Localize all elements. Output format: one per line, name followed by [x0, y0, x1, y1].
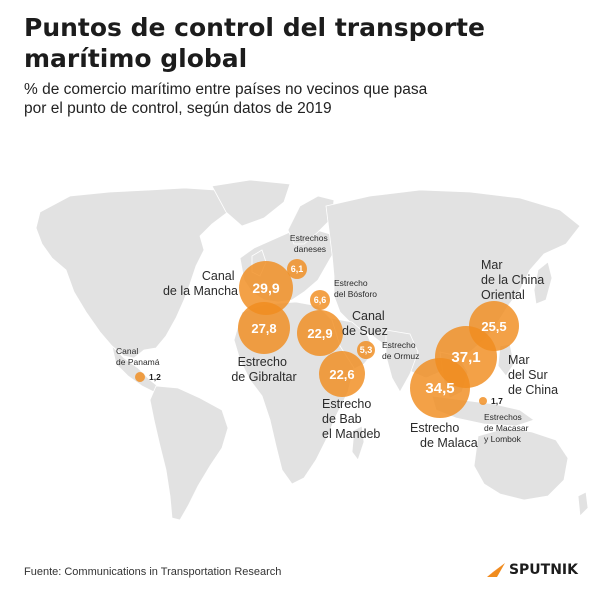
- label-danish-straits: Estrechos daneses: [290, 233, 330, 254]
- bubble-bab-el-mandeb: [319, 351, 365, 397]
- page-subtitle: % de comercio marítimo entre países no v…: [24, 80, 584, 118]
- label-bosphorus: Estrecho del Bósforo: [334, 278, 377, 299]
- value-south-china-sea: 37,1: [451, 349, 480, 366]
- label-gibraltar: Estrecho de Gibraltar: [231, 355, 296, 384]
- bubble-gibraltar: [238, 302, 290, 354]
- bubble-suez: [297, 310, 343, 356]
- india-shape: [385, 329, 419, 393]
- australia-shape: [473, 427, 569, 501]
- value-malacca: 34,5: [425, 380, 454, 397]
- chokepoint-bubbles: [135, 259, 519, 418]
- value-english-channel: 29,9: [252, 280, 279, 296]
- value-hormuz: 5,3: [360, 345, 373, 355]
- japan-shape: [533, 261, 553, 305]
- new-zealand-shape: [577, 491, 589, 517]
- label-malacca: Estrecho de Malaca: [410, 421, 478, 450]
- label-makassar-lombok: Estrechos de Macasar y Lombok: [484, 412, 531, 444]
- subtitle-line-1: % de comercio marítimo entre países no v…: [24, 81, 428, 98]
- bubble-danish-straits: [287, 259, 307, 279]
- source-note: Fuente: Communications in Transportation…: [24, 566, 282, 578]
- value-bab-el-mandeb: 22,6: [329, 367, 354, 382]
- sputnik-arrow-icon: [486, 563, 505, 577]
- value-suez: 22,9: [307, 326, 332, 341]
- bubble-bosphorus: [310, 290, 330, 310]
- sputnik-logo: SPUTNIK: [486, 562, 578, 578]
- value-panama: 1,2: [149, 372, 161, 382]
- bubble-makassar-lombok: [479, 397, 487, 405]
- value-makassar-lombok: 1,7: [491, 396, 503, 406]
- south-america-shape: [149, 385, 229, 521]
- value-bosphorus: 6,6: [314, 295, 327, 305]
- title-line-1: Puntos de control del transporte: [24, 13, 485, 42]
- bubble-panama: [135, 372, 145, 382]
- bubble-malacca: [410, 358, 470, 418]
- label-south-china-sea: Mar del Sur de China: [508, 353, 558, 397]
- value-danish-straits: 6,1: [291, 264, 304, 274]
- brand-name: SPUTNIK: [508, 562, 578, 578]
- subtitle-line-2: por el punto de control, según datos de …: [24, 100, 332, 117]
- label-suez: Canal de Suez: [342, 309, 388, 338]
- page-title: Puntos de control del transporte marítim…: [24, 12, 584, 74]
- label-hormuz: Estrecho de Ormuz: [382, 340, 419, 361]
- label-bab-el-mandeb: Estrecho de Bab el Mandeb: [322, 397, 380, 441]
- label-panama: Canal de Panamá: [116, 346, 160, 367]
- title-line-2: marítimo global: [24, 44, 248, 73]
- bubble-english-channel: [239, 261, 293, 315]
- greenland-shape: [211, 179, 291, 227]
- value-gibraltar: 27,8: [251, 321, 276, 336]
- madagascar-shape: [351, 425, 365, 461]
- label-east-china-sea: Mar de la China Oriental: [481, 258, 548, 302]
- label-english-channel: Canal de la Mancha: [163, 269, 238, 298]
- value-east-china-sea: 25,5: [481, 319, 506, 334]
- north-america-shape: [35, 187, 239, 359]
- bubble-hormuz: [357, 341, 375, 359]
